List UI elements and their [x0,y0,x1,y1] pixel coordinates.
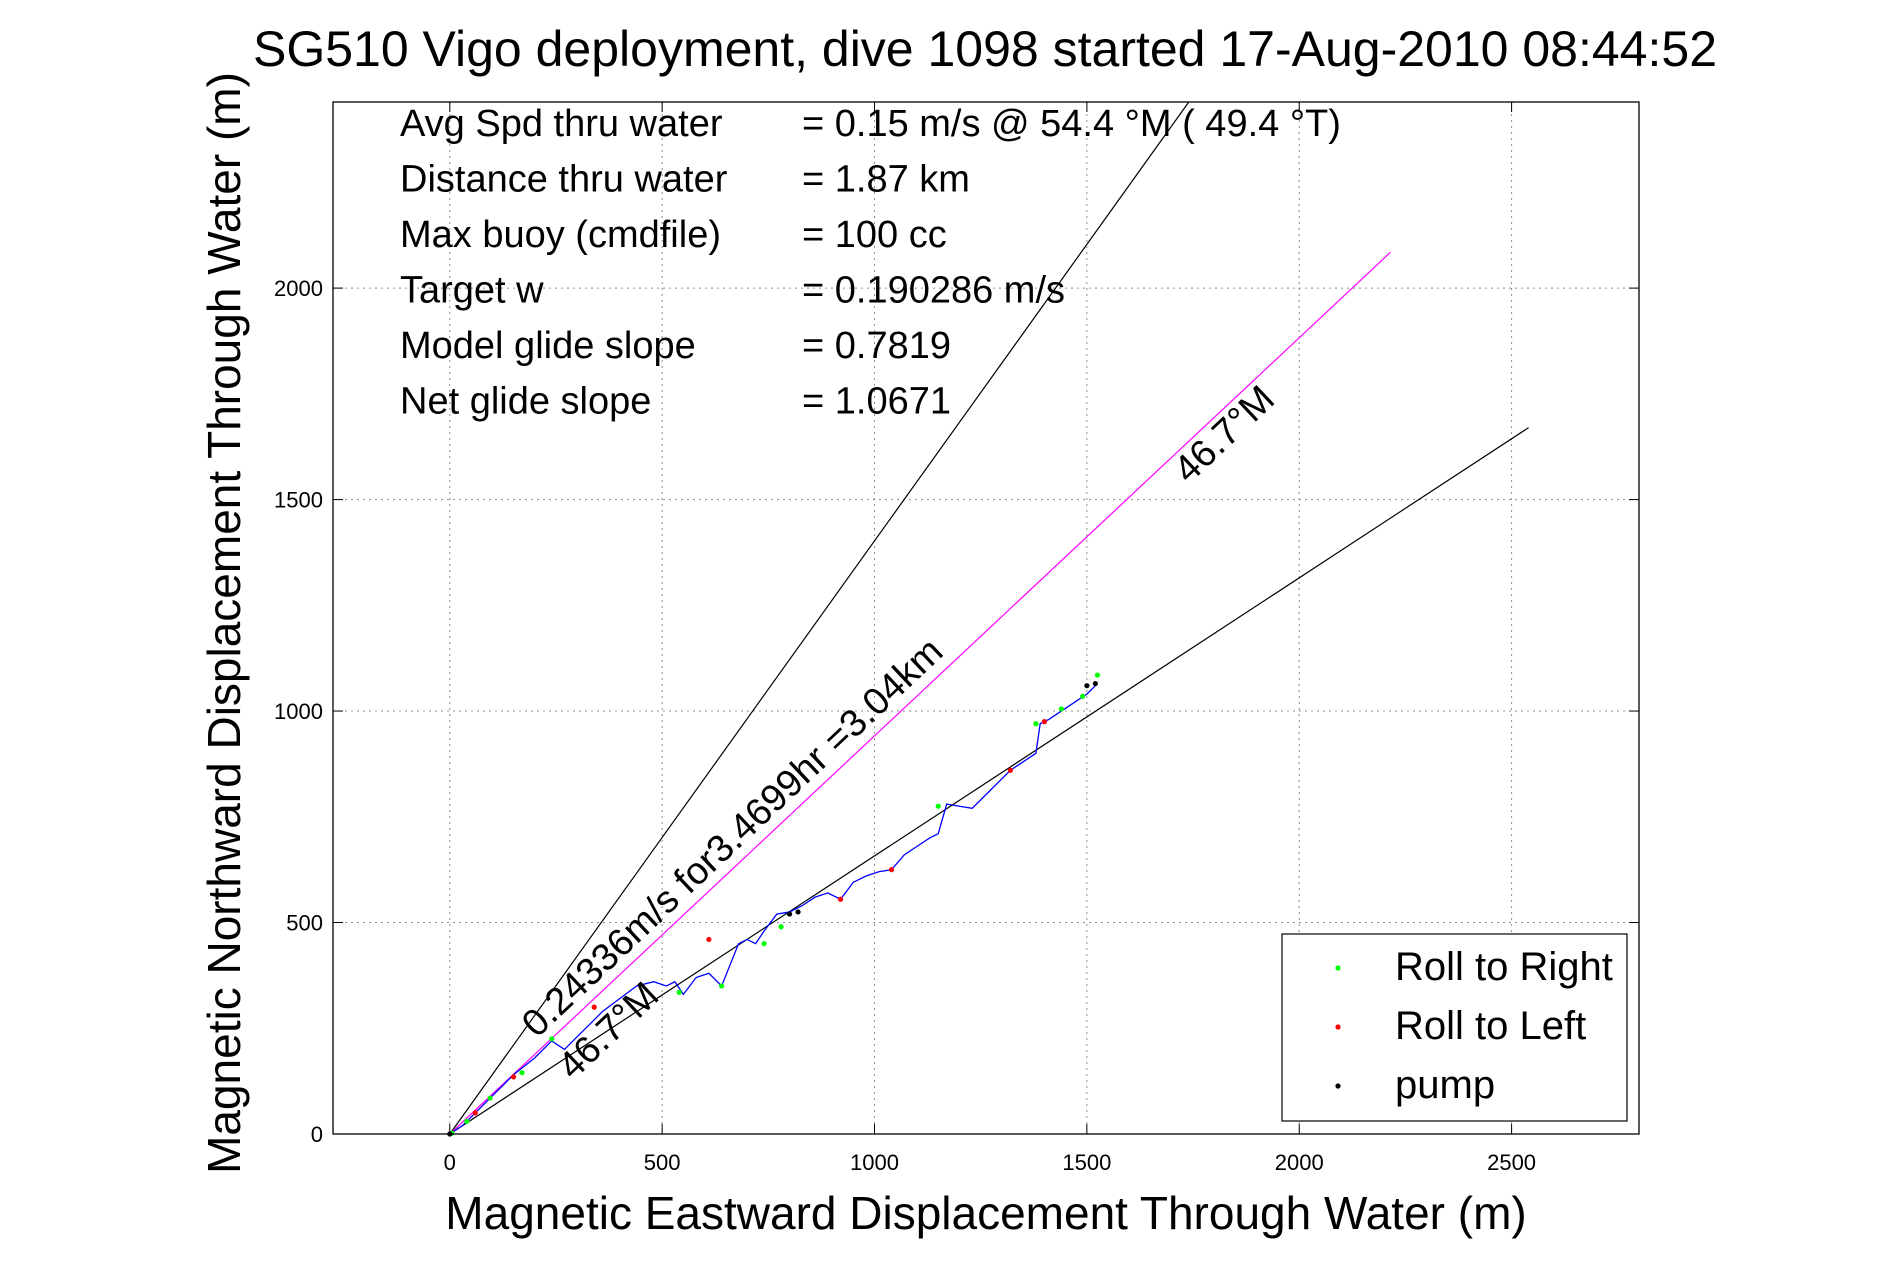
legend-marker [1335,1083,1341,1089]
legend-label: Roll to Left [1395,1004,1586,1048]
marker-point [591,1004,597,1010]
marker-point [935,803,941,809]
stat-label: Model glide slope [400,325,696,367]
marker-point [549,1036,555,1042]
y-axis-label: Magnetic Northward Displacement Through … [198,72,250,1174]
legend-marker [1335,965,1341,971]
dive-track-line [449,685,1096,1135]
axis-ticks: 0 500 1000 1500 2000 2500 0 500 1000 1500 2000 [274,102,1639,1175]
x-tick-label: 2000 [1275,1150,1324,1175]
marker-point [761,941,767,947]
marker-point [1094,672,1101,678]
x-tick-label: 1500 [1062,1150,1111,1175]
marker-point [487,1095,493,1101]
x-tick-label: 2500 [1487,1150,1536,1175]
reference-line [449,427,1529,1135]
upper-heading-label: 46.7°M [1166,378,1283,491]
y-tick-label: 1000 [274,699,323,724]
marker-point [706,936,712,943]
x-axis-label: Magnetic Eastward Displacement Through W… [445,1187,1526,1239]
y-tick-label: 1500 [274,488,323,513]
reference-line [449,251,1391,1135]
marker-point [1080,693,1086,699]
stat-value: = 0.190286 m/s [802,270,1065,312]
marker-point [1007,767,1014,773]
marker-point [786,911,793,917]
stat-value: = 1.0671 [802,381,951,423]
dive-track [449,685,1096,1135]
stat-value: = 0.15 m/s @ 54.4 °M ( 49.4 °T) [802,103,1341,145]
stat-label: Net glide slope [400,381,651,423]
marker-point [676,989,682,995]
stat-value: = 100 cc [802,214,947,256]
legend-label: pump [1395,1063,1495,1107]
marker-point [1058,706,1064,712]
stat-label: Avg Spd thru water [400,103,723,145]
stat-label: Max buoy (cmdfile) [400,214,721,256]
reference-lines [449,101,1529,1135]
marker-point [1092,680,1098,687]
marker-point [464,1118,470,1124]
stat-value: = 0.7819 [802,325,951,367]
marker-point [519,1070,525,1076]
marker-point [795,909,801,915]
x-tick-label: 1000 [850,1150,899,1175]
marker-point [1084,683,1090,689]
marker-point [837,896,844,902]
y-tick-label: 0 [311,1122,323,1147]
marker-point [472,1110,478,1116]
event-markers [447,672,1101,1137]
target-line-label: 0.24336m/s for3.4699hr =3.04km [514,630,951,1045]
dive-statistics: Avg Spd thru water = 0.15 m/s @ 54.4 °M (… [400,103,1341,423]
stat-value: = 1.87 km [802,159,970,201]
chart-title: SG510 Vigo deployment, dive 1098 started… [253,21,1717,77]
marker-point [1041,719,1047,725]
x-tick-label: 0 [444,1150,456,1175]
x-tick-label: 500 [644,1150,681,1175]
marker-point [1033,721,1039,727]
marker-point [510,1074,517,1080]
legend: Roll to Right Roll to Left pump [1281,933,1628,1122]
y-tick-label: 500 [286,911,323,936]
y-tick-label: 2000 [274,276,323,301]
legend-marker [1335,1024,1341,1030]
plot-area-frame [332,101,1640,1135]
marker-point [778,924,784,930]
reference-line [449,101,1190,1135]
legend-label: Roll to Right [1395,945,1613,989]
marker-point [888,867,895,873]
marker-point [719,983,725,989]
stat-label: Target w [400,270,544,312]
stat-label: Distance thru water [400,159,728,201]
